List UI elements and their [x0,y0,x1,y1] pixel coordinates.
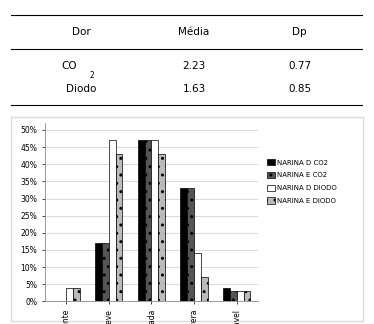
Bar [201,277,208,301]
Text: CO: CO [61,61,77,71]
Text: Dp: Dp [292,27,307,37]
Bar [158,154,165,301]
Bar [116,154,122,301]
Text: 0.85: 0.85 [288,85,311,94]
Bar [151,140,158,301]
Bar [66,288,73,301]
Legend: NARINA D CO2, NARINA E CO2, NARINA D DIODO, NARINA E DIODO: NARINA D CO2, NARINA E CO2, NARINA D DIO… [265,158,338,205]
Text: Dor: Dor [72,27,91,37]
Bar [237,291,243,301]
Bar [230,291,237,301]
Bar [109,140,116,301]
Bar [73,288,80,301]
Text: 0.77: 0.77 [288,61,311,71]
Text: 2: 2 [89,71,94,80]
Bar [194,253,201,301]
Bar [138,140,145,301]
Bar [95,243,102,301]
Bar [145,140,151,301]
Bar [102,243,109,301]
Text: 1.63: 1.63 [183,85,206,94]
Bar [181,188,187,301]
Text: 2.23: 2.23 [183,61,206,71]
Bar [243,291,250,301]
Text: Diodo: Diodo [66,85,97,94]
Text: Média: Média [178,27,210,37]
Bar [187,188,194,301]
Bar [223,288,230,301]
